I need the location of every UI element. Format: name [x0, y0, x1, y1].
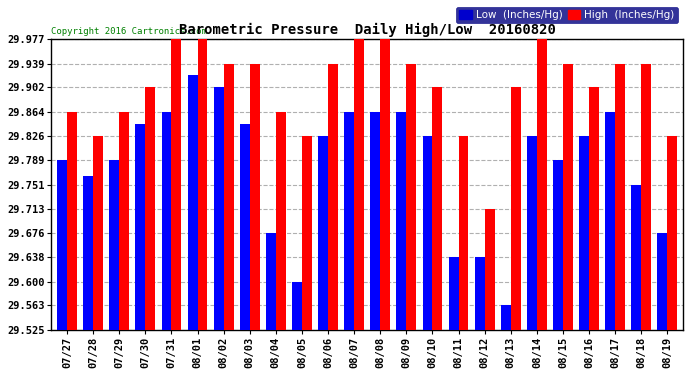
Bar: [93, 136, 103, 330]
Bar: [135, 124, 146, 330]
Legend: Low  (Inches/Hg), High  (Inches/Hg): Low (Inches/Hg), High (Inches/Hg): [456, 7, 678, 23]
Bar: [318, 136, 328, 330]
Bar: [422, 136, 433, 330]
Bar: [197, 39, 208, 330]
Bar: [511, 87, 521, 330]
Bar: [146, 87, 155, 330]
Bar: [188, 75, 197, 330]
Bar: [354, 39, 364, 330]
Bar: [240, 124, 250, 330]
Bar: [119, 112, 129, 330]
Bar: [250, 64, 259, 330]
Title: Barometric Pressure  Daily High/Low  20160820: Barometric Pressure Daily High/Low 20160…: [179, 22, 555, 37]
Bar: [224, 64, 234, 330]
Bar: [328, 64, 338, 330]
Bar: [605, 112, 615, 330]
Bar: [475, 257, 484, 330]
Bar: [563, 64, 573, 330]
Bar: [67, 112, 77, 330]
Bar: [302, 136, 312, 330]
Text: Copyright 2016 Cartronics.com: Copyright 2016 Cartronics.com: [51, 27, 207, 36]
Bar: [161, 112, 171, 330]
Bar: [109, 160, 119, 330]
Bar: [579, 136, 589, 330]
Bar: [380, 39, 390, 330]
Bar: [527, 136, 537, 330]
Bar: [344, 112, 354, 330]
Bar: [658, 233, 667, 330]
Bar: [266, 233, 276, 330]
Bar: [501, 305, 511, 330]
Bar: [667, 136, 678, 330]
Bar: [57, 160, 67, 330]
Bar: [397, 112, 406, 330]
Bar: [433, 87, 442, 330]
Bar: [631, 184, 641, 330]
Bar: [537, 39, 546, 330]
Bar: [484, 209, 495, 330]
Bar: [406, 64, 416, 330]
Bar: [83, 176, 93, 330]
Bar: [448, 257, 459, 330]
Bar: [553, 160, 563, 330]
Bar: [589, 87, 599, 330]
Bar: [171, 39, 181, 330]
Bar: [615, 64, 625, 330]
Bar: [214, 87, 224, 330]
Bar: [276, 112, 286, 330]
Bar: [641, 64, 651, 330]
Bar: [459, 136, 469, 330]
Bar: [371, 112, 380, 330]
Bar: [292, 282, 302, 330]
